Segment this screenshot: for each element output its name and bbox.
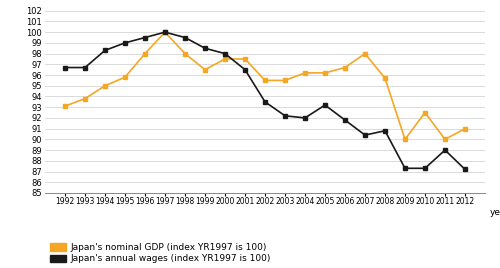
Legend: Japan's nominal GDP (index YR1997 is 100), Japan's annual wages (index YR1997 is: Japan's nominal GDP (index YR1997 is 100… [50,243,270,263]
Text: year: year [490,207,500,217]
